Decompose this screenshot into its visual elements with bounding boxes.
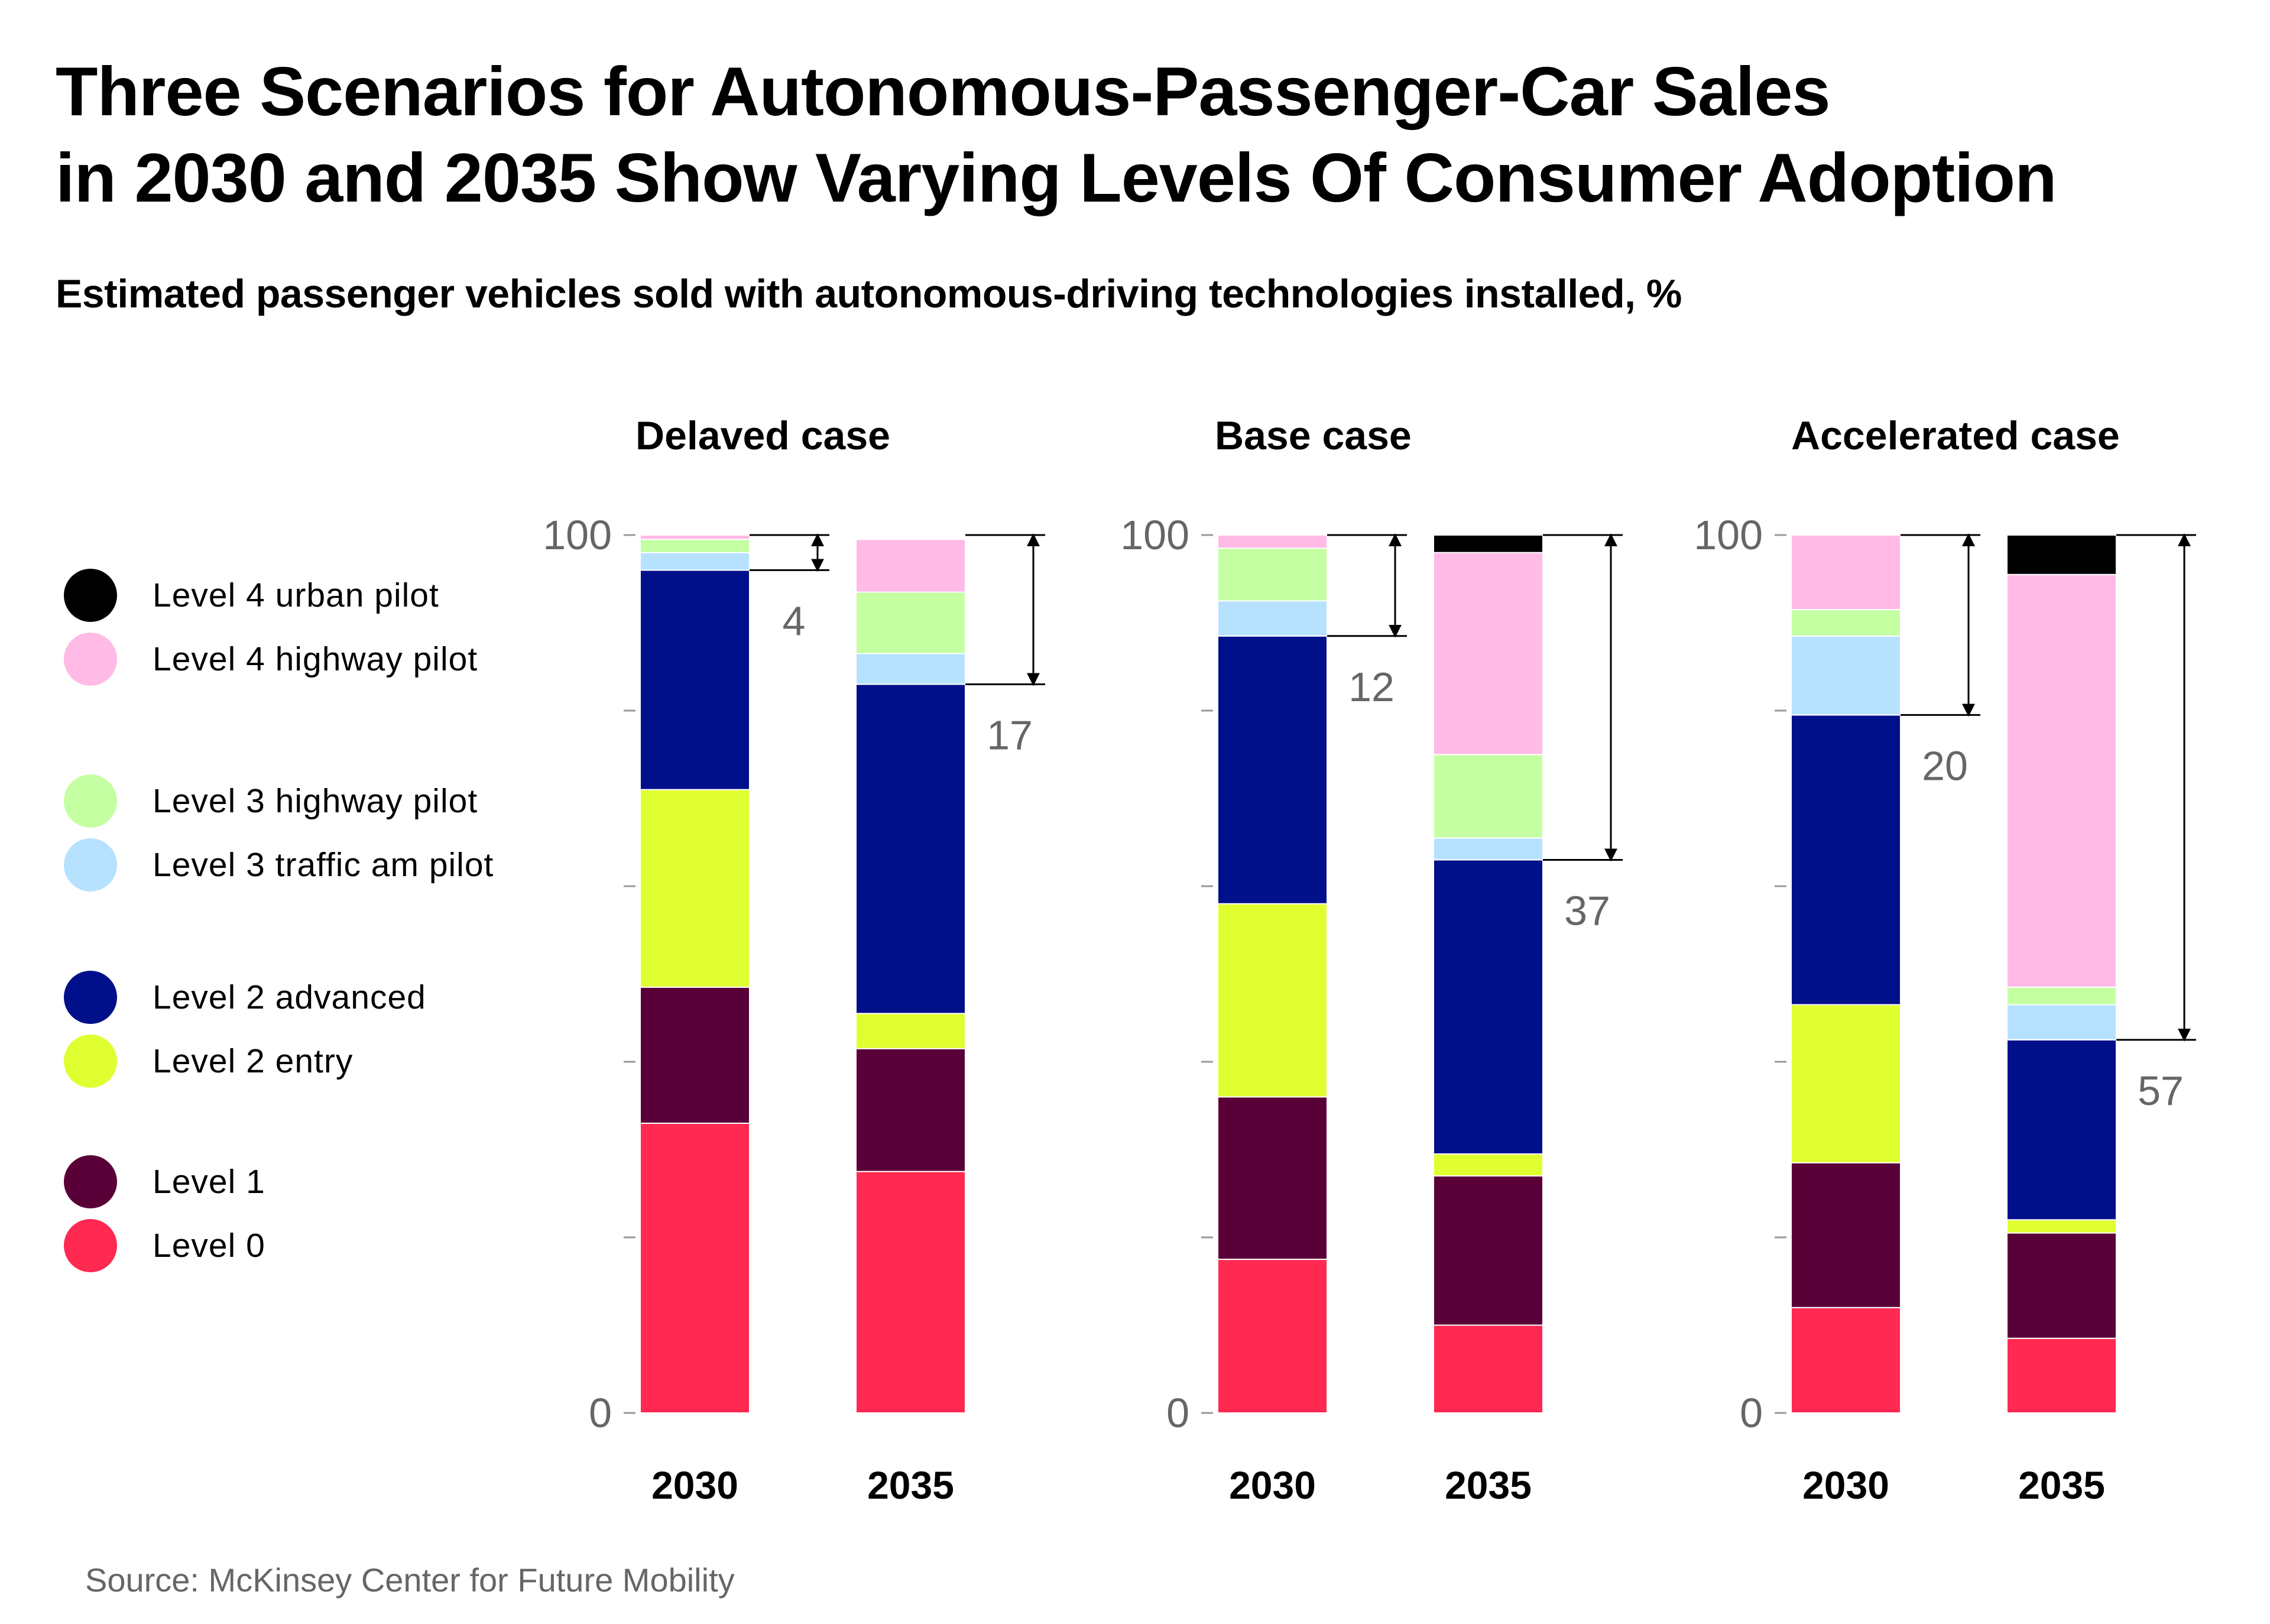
legend-item: Level 4 urban pilot <box>64 569 439 622</box>
legend-item: Level 3 highway pilot <box>64 774 478 828</box>
bar-segment <box>1433 859 1543 1155</box>
bar-segment <box>1217 600 1328 637</box>
legend-swatch <box>64 633 117 686</box>
legend-swatch <box>64 1219 117 1272</box>
bar-segment <box>855 591 966 654</box>
bar-segment <box>640 534 750 540</box>
legend-label: Level 3 highway pilot <box>153 782 478 820</box>
bracket-value-label: 37 <box>1564 887 1610 933</box>
legend-item: Level 3 traffic am pilot <box>64 838 494 892</box>
bar-segment <box>1433 1324 1543 1414</box>
panel-title: Delaved case <box>635 413 890 458</box>
bar-segment <box>2006 1004 2117 1040</box>
bar-segment <box>1217 1096 1328 1260</box>
bar-segment <box>2006 534 2117 575</box>
legend-swatch <box>64 569 117 622</box>
legend-label: Level 1 <box>153 1163 265 1201</box>
chart-panel: Accelerated case 100 0 2030 20 2035 57 <box>1694 413 2196 1507</box>
y-tick-label: 100 <box>1694 512 1763 558</box>
bar-segment <box>2006 1219 2117 1234</box>
bar-segment <box>1791 1307 1901 1414</box>
legend-label: Level 0 <box>153 1227 265 1265</box>
bar-segment <box>1217 903 1328 1098</box>
legend-swatch <box>64 838 117 892</box>
bar-segment <box>640 789 750 988</box>
bar-segment <box>1433 534 1543 553</box>
panel-title: Accelerated case <box>1791 413 2120 458</box>
chart-panel: Base case 100 0 2030 12 2035 37 <box>1120 413 1623 1507</box>
chart-title-line-1: Three Scenarios for Autonomous-Passenger… <box>56 53 1831 130</box>
bar-segment <box>640 552 750 571</box>
x-tick-label: 2035 <box>1445 1463 1532 1507</box>
bar-segment <box>2006 573 2117 988</box>
bar-segment <box>1433 1153 1543 1177</box>
bracket-value-label: 17 <box>987 712 1033 758</box>
legend-label: Level 3 traffic am pilot <box>153 846 494 884</box>
chart-title: Three Scenarios for Autonomous-Passenger… <box>56 48 2243 221</box>
bar-segment <box>855 539 966 593</box>
bar-segment <box>855 683 966 1014</box>
bar-segment <box>1791 609 1901 637</box>
y-tick-label: 100 <box>543 512 612 558</box>
bar-segment <box>1217 534 1328 549</box>
chart-title-line-2: in 2030 and 2035 Show Varying Levels Of … <box>56 139 2057 216</box>
legend-item: Level 4 highway pilot <box>64 633 478 686</box>
legend-label: Level 4 urban pilot <box>153 576 439 614</box>
source-note: Source: McKinsey Center for Future Mobil… <box>85 1561 735 1599</box>
legend-swatch <box>64 971 117 1024</box>
bracket-value-label: 20 <box>1922 743 1968 789</box>
bar-segment <box>1791 1162 1901 1308</box>
bar-segment <box>855 1013 966 1049</box>
bracket-value-label: 4 <box>783 598 806 644</box>
legend-item: Level 2 advanced <box>64 971 426 1024</box>
bar-segment <box>2006 1232 2117 1339</box>
bar-segment <box>640 986 750 1124</box>
chart-panel: Delaved case 100 0 2030 4 2035 17 <box>543 413 1045 1507</box>
legend-item: Level 1 <box>64 1155 265 1208</box>
bar-segment <box>2006 1039 2117 1221</box>
bar-segment <box>1791 534 1901 611</box>
legend-swatch <box>64 1155 117 1208</box>
bar-segment <box>1433 837 1543 861</box>
bar-segment <box>2006 986 2117 1006</box>
bar-segment <box>640 539 750 553</box>
bar-segment <box>1217 1259 1328 1414</box>
legend-label: Level 4 highway pilot <box>153 640 478 678</box>
chart-subtitle: Estimated passenger vehicles sold with a… <box>56 271 1682 316</box>
bar-segment <box>640 1122 750 1414</box>
bar-segment <box>1791 714 1901 1006</box>
x-tick-label: 2030 <box>1802 1463 1889 1507</box>
bracket-value-label: 57 <box>2138 1068 2184 1114</box>
bar-segment <box>855 1171 966 1414</box>
bar-segment <box>1433 552 1543 756</box>
bar-segment <box>1217 547 1328 602</box>
bracket-value-label: 12 <box>1348 664 1395 710</box>
bar-segment <box>1791 635 1901 716</box>
bar-segment <box>640 569 750 790</box>
bar-segment <box>855 1048 966 1172</box>
legend-swatch <box>64 774 117 828</box>
legend-label: Level 2 advanced <box>153 978 426 1016</box>
legend-item: Level 0 <box>64 1219 265 1272</box>
x-tick-label: 2030 <box>1229 1463 1316 1507</box>
x-tick-label: 2035 <box>867 1463 954 1507</box>
bar-segment <box>1791 1004 1901 1163</box>
x-tick-label: 2030 <box>651 1463 738 1507</box>
bar-segment <box>2006 1337 2117 1414</box>
bar-segment <box>855 653 966 685</box>
bar-segment <box>1217 635 1328 905</box>
legend-item: Level 2 entry <box>64 1035 353 1088</box>
panel-title: Base case <box>1215 413 1412 458</box>
y-tick-label: 100 <box>1120 512 1189 558</box>
legend-swatch <box>64 1035 117 1088</box>
y-tick-label: 0 <box>589 1390 612 1436</box>
y-tick-label: 0 <box>1166 1390 1189 1436</box>
bar-segment <box>1433 754 1543 839</box>
legend-label: Level 2 entry <box>153 1042 354 1080</box>
y-tick-label: 0 <box>1740 1390 1763 1436</box>
x-tick-label: 2035 <box>2018 1463 2105 1507</box>
bar-segment <box>1433 1175 1543 1326</box>
